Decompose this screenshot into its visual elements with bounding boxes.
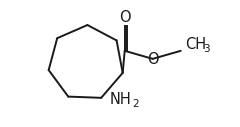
Text: O: O xyxy=(119,10,131,25)
Text: 3: 3 xyxy=(203,44,209,54)
Text: NH: NH xyxy=(110,92,132,107)
Text: O: O xyxy=(147,52,158,67)
Text: CH: CH xyxy=(185,37,206,52)
Text: 2: 2 xyxy=(133,99,139,109)
